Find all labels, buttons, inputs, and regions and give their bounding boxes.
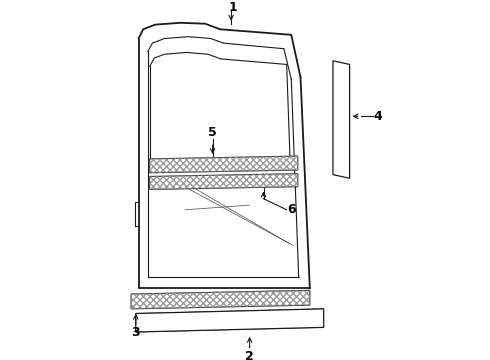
Text: 6: 6 <box>287 203 295 216</box>
Text: 2: 2 <box>245 350 254 360</box>
Polygon shape <box>333 61 350 178</box>
Text: 3: 3 <box>131 327 140 339</box>
Text: 1: 1 <box>229 1 237 14</box>
Text: 4: 4 <box>373 110 382 123</box>
Polygon shape <box>149 174 298 189</box>
Polygon shape <box>131 291 310 309</box>
Text: 5: 5 <box>208 126 217 139</box>
Polygon shape <box>149 156 298 173</box>
Polygon shape <box>136 309 324 332</box>
